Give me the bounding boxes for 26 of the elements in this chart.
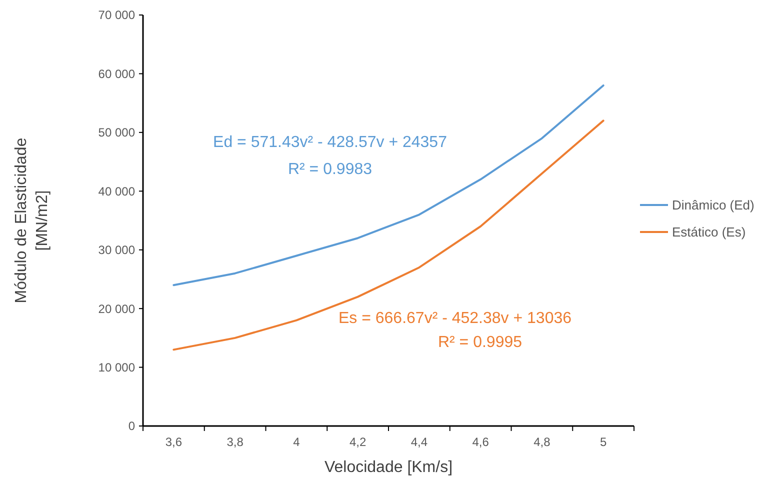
legend-label: Estático (Es) [672, 224, 746, 240]
y-tick-label: 0 [128, 419, 136, 434]
x-tick-label: 3,8 [226, 435, 244, 449]
x-tick-label: 4,6 [472, 435, 490, 449]
x-tick-label: 5 [600, 435, 607, 449]
x-tick-label: 4,2 [349, 435, 366, 449]
annotation: Ed = 571.43v² - 428.57v + 24357 [213, 134, 448, 151]
y-tick-label: 50 000 [98, 126, 136, 140]
annotation: R² = 0.9983 [288, 161, 372, 178]
y-tick-label: 40 000 [98, 184, 136, 198]
x-tick-label: 4 [293, 435, 300, 449]
x-tick-label: 3,6 [165, 435, 182, 449]
annotation: R² = 0.9995 [438, 334, 522, 351]
y-tick-label: 60 000 [98, 66, 136, 81]
y-tick-label: 20 000 [98, 302, 136, 316]
legend-label: Dinâmico (Ed) [672, 198, 754, 213]
line-series [172, 120, 604, 351]
x-tick-label: 4,8 [534, 435, 551, 449]
y-tick-label: 10 000 [98, 360, 136, 374]
y-tick-label: 30 000 [98, 243, 136, 258]
y-axis-title: Módulo de Elasticidade [MN/m2] [13, 138, 51, 304]
x-tick-label: 4,4 [410, 435, 428, 449]
annotation: Es = 666.67v² - 452.38v + 13036 [338, 310, 572, 327]
x-axis-title: Velocidade [Km/s] [324, 459, 453, 476]
line-series [172, 84, 604, 286]
y-tick-label: 70 000 [98, 8, 136, 22]
